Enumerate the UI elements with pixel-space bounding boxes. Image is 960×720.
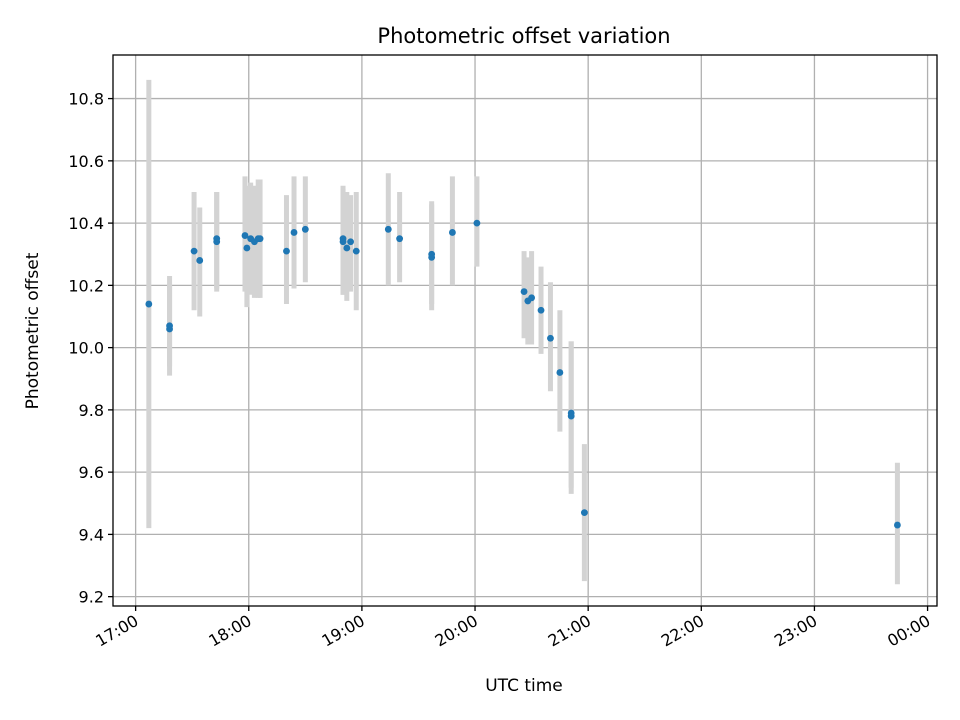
y-tick-label: 10.0: [68, 339, 104, 358]
y-tick-label: 9.6: [79, 463, 104, 482]
data-point: [339, 238, 347, 246]
data-point: [567, 409, 575, 417]
data-point: [145, 300, 153, 308]
y-tick-label: 10.8: [68, 90, 104, 109]
y-axis: 9.2 9.4 9.6 9.8 10.0 10.2 10.4 10.6 10.8: [68, 90, 113, 607]
y-tick-label: 9.8: [79, 401, 104, 420]
data-point: [243, 244, 251, 252]
data-point: [241, 232, 249, 239]
data-point: [283, 247, 290, 255]
data-point: [580, 509, 588, 517]
y-axis-label: Photometric offset: [23, 252, 43, 409]
data-point: [256, 235, 264, 243]
y-tick-label: 9.2: [79, 588, 104, 607]
data-point: [301, 225, 309, 233]
data-point: [290, 229, 298, 236]
y-tick-label: 10.4: [68, 214, 104, 233]
y-tick-label: 10.6: [68, 152, 104, 171]
y-tick-label: 9.4: [79, 525, 104, 544]
data-point: [343, 244, 351, 252]
data-point: [449, 229, 456, 236]
data-point: [190, 247, 198, 255]
data-point: [352, 247, 360, 255]
chart-title: Photometric offset variation: [377, 24, 670, 48]
data-point: [196, 257, 204, 264]
plot-frame: [112, 54, 938, 607]
data-point: [547, 334, 554, 342]
y-tick-label: 10.2: [68, 276, 104, 295]
data-point: [213, 238, 221, 246]
data-point: [894, 521, 901, 529]
data-point: [520, 288, 528, 295]
data-points: [145, 219, 901, 529]
data-point: [537, 306, 545, 314]
data-point: [428, 250, 436, 258]
data-point: [473, 219, 481, 227]
data-point: [166, 322, 173, 330]
data-point: [347, 238, 354, 246]
x-axis-label: UTC time: [485, 676, 563, 696]
data-point: [384, 225, 392, 233]
data-point: [396, 235, 404, 243]
data-point: [556, 369, 564, 376]
data-point: [528, 294, 535, 302]
